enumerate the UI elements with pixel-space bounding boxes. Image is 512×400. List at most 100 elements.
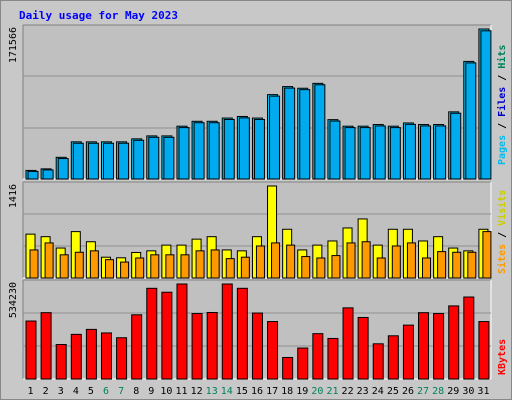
x-tick-label: 23: [357, 386, 369, 397]
kbytes-bar: [372, 343, 384, 380]
x-tick-label: 7: [118, 386, 124, 397]
files-bar: [133, 139, 145, 180]
files-bar: [102, 142, 114, 180]
kbytes-bar: [236, 287, 248, 380]
legend-entry: Visits: [496, 190, 508, 226]
sites-bar: [467, 251, 477, 279]
x-tick-label: 30: [462, 386, 474, 397]
sites-bar: [376, 257, 386, 279]
sites-bar: [44, 242, 54, 279]
x-tick-label: 19: [296, 386, 308, 397]
legend-entry: KBytes: [497, 339, 508, 375]
sites-bar: [104, 259, 114, 279]
kbytes-bar: [342, 307, 354, 380]
sites-bar: [225, 258, 235, 279]
x-tick-label: 13: [206, 386, 218, 397]
files-bar: [148, 136, 160, 180]
x-tick-label: 11: [175, 386, 187, 397]
sites-bar: [74, 251, 84, 279]
kbytes-bar: [251, 312, 263, 380]
files-bar: [344, 127, 356, 180]
x-tick-label: 16: [251, 386, 263, 397]
kbytes-bar: [357, 316, 369, 380]
x-tick-label: 12: [191, 386, 203, 397]
kbytes-bar: [206, 311, 218, 380]
files-bar: [178, 127, 190, 180]
kbytes-bar: [176, 283, 188, 380]
sites-bar: [89, 250, 99, 279]
x-tick-label: 21: [326, 386, 338, 397]
sites-bar: [240, 256, 250, 279]
x-tick-label: 29: [447, 386, 459, 397]
files-bar: [57, 158, 69, 180]
sites-bar: [331, 255, 341, 279]
kbytes-bar: [25, 320, 37, 380]
files-bar: [269, 95, 281, 180]
sites-bar: [180, 254, 190, 279]
legend: Sites / Visits: [496, 190, 508, 274]
legend-entry: Files: [496, 87, 508, 117]
y-max-label: 1416: [8, 184, 19, 208]
sites-bar: [135, 257, 145, 279]
sites-bar: [271, 242, 281, 279]
x-tick-label: 26: [402, 386, 414, 397]
legend: KBytes: [497, 339, 508, 375]
files-bar: [163, 136, 175, 180]
x-tick-label: 24: [372, 386, 384, 397]
files-bar: [329, 120, 341, 180]
x-tick-label: 20: [311, 386, 323, 397]
kbytes-bar: [40, 312, 52, 380]
kbytes-bar: [116, 337, 128, 380]
kbytes-bar: [55, 344, 67, 380]
sites-bar: [210, 249, 220, 279]
x-tick-label: 5: [88, 386, 94, 397]
x-tick-label: 17: [266, 386, 278, 397]
x-tick-label: 10: [160, 386, 172, 397]
files-bar: [359, 127, 371, 180]
x-tick-label: 14: [221, 386, 233, 397]
y-max-label: 171566: [8, 27, 19, 63]
files-bar: [404, 123, 416, 180]
x-tick-label: 9: [148, 386, 154, 397]
kbytes-bar: [282, 356, 294, 380]
x-tick-label: 15: [236, 386, 248, 397]
x-tick-label: 28: [432, 386, 444, 397]
files-bar: [193, 122, 205, 180]
kbytes-bar: [478, 321, 490, 380]
files-bar: [208, 122, 220, 180]
sites-bar: [301, 256, 311, 279]
files-bar: [420, 125, 432, 180]
kbytes-bar: [463, 296, 475, 380]
sites-bar: [316, 257, 326, 279]
chart-title: Daily usage for May 2023: [19, 9, 178, 22]
files-bar: [27, 170, 39, 180]
sites-bar: [29, 249, 39, 279]
files-bar: [253, 118, 265, 180]
kbytes-bar: [402, 324, 414, 380]
x-tick-label: 1: [28, 386, 34, 397]
sites-bar: [346, 242, 356, 279]
files-bar: [314, 84, 326, 180]
sites-bar: [165, 254, 175, 279]
sites-bar: [482, 231, 492, 279]
legend-entry: Hits: [496, 45, 508, 69]
kbytes-bar: [297, 347, 309, 380]
x-tick-label: 22: [342, 386, 354, 397]
files-bar: [480, 30, 492, 180]
sites-bar: [361, 241, 371, 279]
x-tick-label: 2: [43, 386, 49, 397]
x-tick-label: 27: [417, 386, 429, 397]
sites-bar: [437, 251, 447, 279]
sites-bar: [120, 261, 130, 279]
files-bar: [284, 87, 296, 180]
sites-bar: [422, 257, 432, 279]
sites-bar: [406, 242, 416, 279]
files-bar: [389, 127, 401, 180]
files-bar: [435, 125, 447, 180]
kbytes-bar: [100, 332, 112, 380]
kbytes-bar: [131, 314, 143, 380]
legend-entry: Pages: [497, 135, 508, 165]
x-tick-label: 4: [73, 386, 79, 397]
